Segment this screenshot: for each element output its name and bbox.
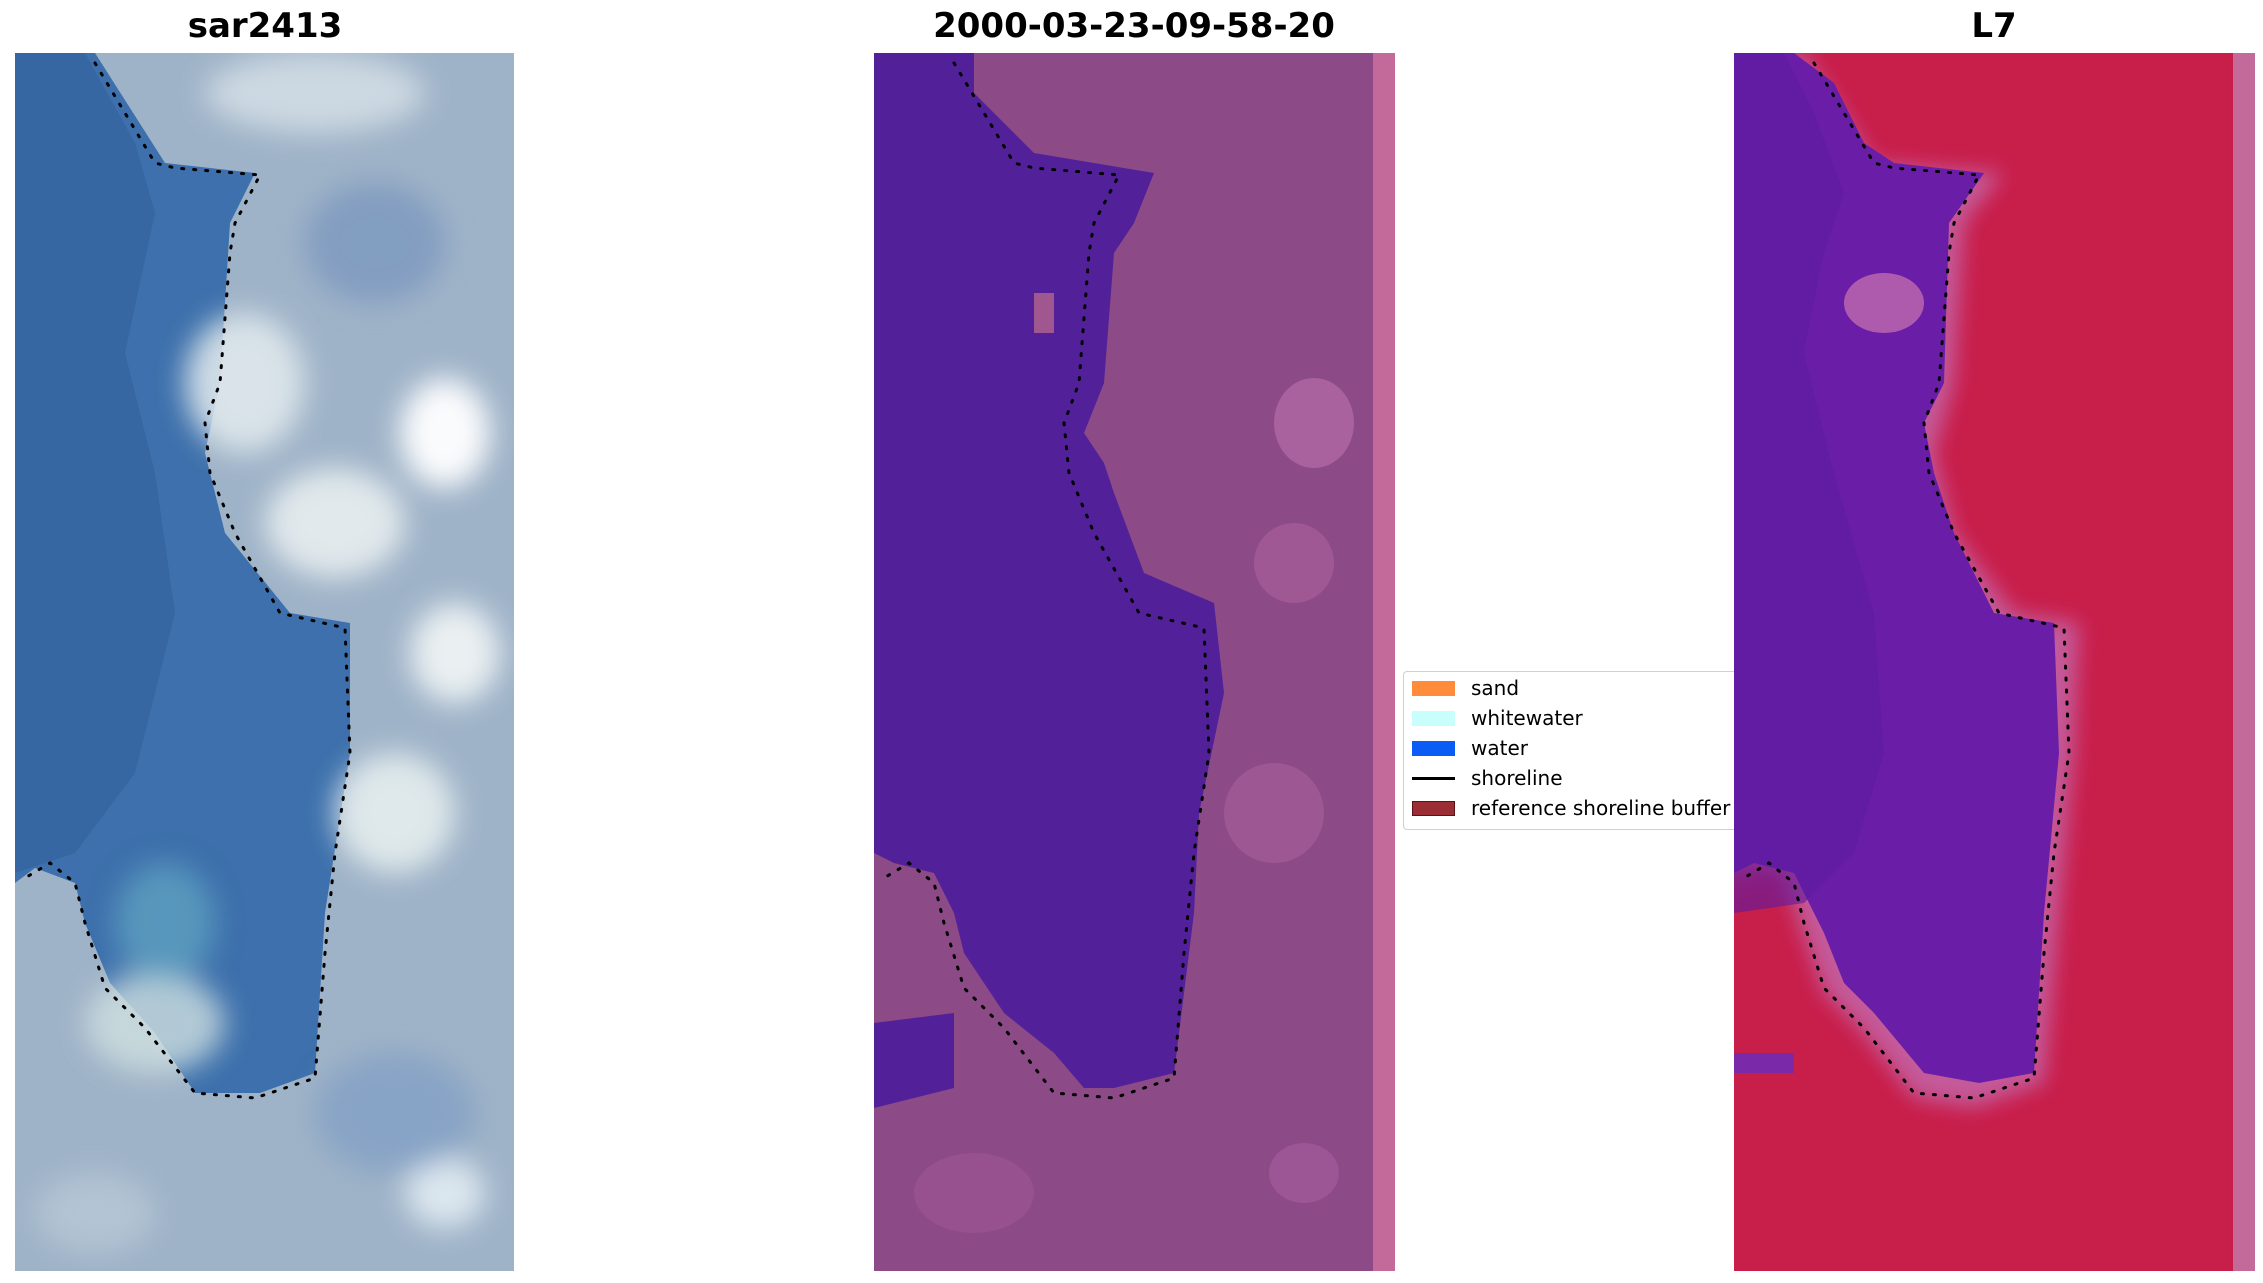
rgb-image-panel <box>15 53 514 1271</box>
legend-label-water: water <box>1471 736 1528 760</box>
panel-title-l7: L7 <box>1971 6 2017 46</box>
legend-label-shoreline: shoreline <box>1471 766 1563 790</box>
legend-item-water: water <box>1412 736 1528 760</box>
legend-label-sand: sand <box>1471 676 1520 700</box>
classified-image <box>874 53 1395 1271</box>
legend-item-shoreline: shoreline <box>1412 766 1563 790</box>
legend: sand whitewater water shoreline referenc… <box>1403 671 1734 830</box>
legend-label-reference-buffer: reference shoreline buffer <box>1471 796 1731 820</box>
water-swatch <box>1412 740 1455 756</box>
sand-swatch <box>1412 680 1455 696</box>
legend-item-reference-buffer: reference shoreline buffer <box>1412 796 1730 820</box>
l7-image <box>1734 53 2255 1271</box>
legend-label-whitewater: whitewater <box>1471 706 1583 730</box>
rgb-image <box>15 53 514 1271</box>
legend-item-whitewater: whitewater <box>1412 706 1583 730</box>
whitewater-swatch <box>1412 710 1455 726</box>
shoreline-dots <box>882 61 1211 1100</box>
shoreline-dots <box>1742 61 2071 1100</box>
l7-image-panel <box>1734 53 2255 1271</box>
panel-title-classified: 2000-03-23-09-58-20 <box>933 6 1335 46</box>
shoreline-line-symbol <box>1412 776 1455 780</box>
shoreline-dots <box>23 61 352 1100</box>
classified-image-panel <box>874 53 1395 1271</box>
reference-buffer-swatch <box>1412 800 1455 816</box>
legend-item-sand: sand <box>1412 676 1519 700</box>
panel-title-rgb: sar2413 <box>187 6 343 46</box>
